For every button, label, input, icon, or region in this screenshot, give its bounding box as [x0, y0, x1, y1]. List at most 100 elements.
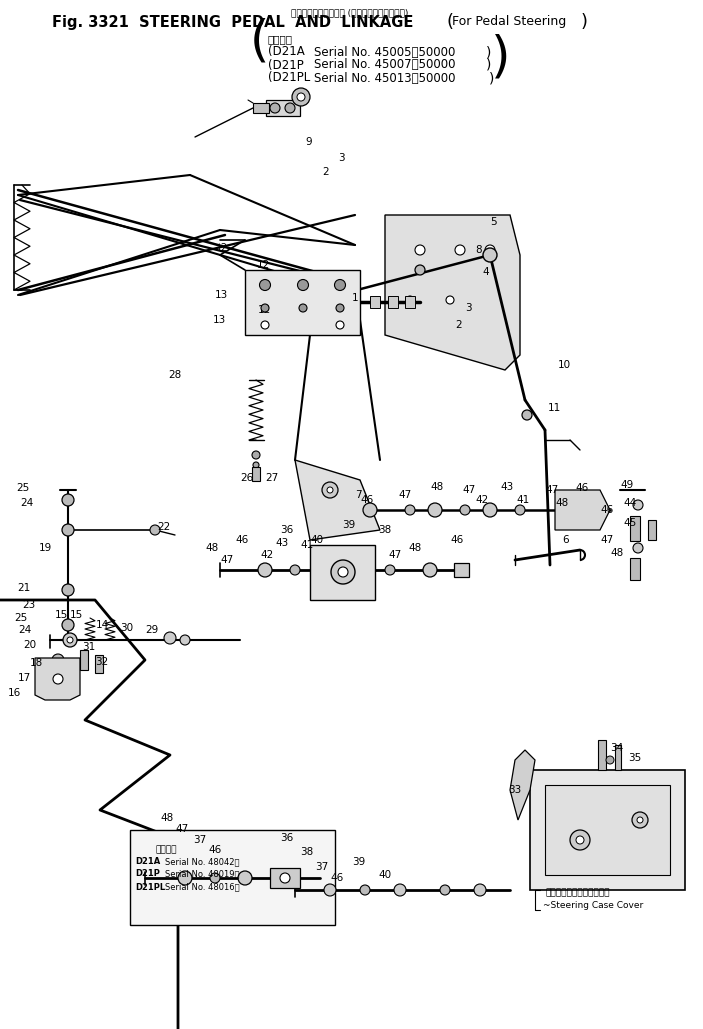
Text: 22: 22	[157, 522, 170, 532]
Circle shape	[210, 873, 220, 883]
Circle shape	[261, 321, 269, 329]
Circle shape	[522, 410, 532, 420]
Text: 30: 30	[120, 623, 133, 633]
Text: 適用号機: 適用号機	[155, 846, 176, 854]
Bar	[545, 785, 670, 875]
Text: 41: 41	[300, 540, 314, 549]
Text: ): )	[486, 58, 491, 72]
Text: (D21A: (D21A	[268, 45, 304, 59]
Text: 32: 32	[95, 657, 108, 667]
Polygon shape	[35, 658, 80, 700]
Text: 29: 29	[145, 625, 158, 635]
Circle shape	[150, 525, 160, 535]
Text: Serial No. 48016～: Serial No. 48016～	[165, 883, 240, 891]
Text: 13: 13	[213, 315, 226, 325]
Text: 47: 47	[545, 485, 558, 495]
Circle shape	[67, 637, 73, 643]
Text: 43: 43	[275, 538, 288, 548]
Bar	[405, 296, 415, 308]
Circle shape	[290, 565, 300, 575]
Text: 47: 47	[462, 485, 475, 495]
Text: 適用号機: 適用号機	[268, 34, 293, 44]
Text: 37: 37	[315, 862, 328, 872]
Bar	[388, 296, 398, 308]
Text: 3: 3	[338, 153, 344, 163]
Text: 38: 38	[300, 847, 314, 857]
Polygon shape	[385, 215, 520, 370]
Bar	[245, 270, 360, 335]
Text: 26: 26	[240, 473, 253, 483]
Circle shape	[324, 884, 336, 896]
Text: 24: 24	[18, 625, 31, 635]
Text: D21P: D21P	[135, 870, 160, 879]
Text: ステアリングケースカバー: ステアリングケースカバー	[545, 888, 610, 897]
Circle shape	[423, 563, 437, 577]
Bar	[370, 296, 380, 308]
Circle shape	[261, 304, 269, 312]
Text: 46: 46	[575, 483, 588, 493]
Text: 28: 28	[168, 370, 181, 380]
Circle shape	[53, 674, 63, 684]
Text: 12: 12	[257, 260, 270, 270]
Polygon shape	[295, 460, 380, 540]
Text: 39: 39	[342, 520, 355, 530]
Bar	[615, 745, 621, 770]
Circle shape	[455, 245, 465, 255]
Circle shape	[637, 817, 643, 823]
Text: 43: 43	[500, 482, 513, 492]
Text: 23: 23	[22, 600, 35, 610]
Bar	[530, 770, 685, 890]
Text: 35: 35	[628, 753, 641, 762]
Circle shape	[336, 321, 344, 329]
Text: Serial No. 45013～50000: Serial No. 45013～50000	[314, 71, 456, 84]
Bar	[130, 830, 335, 925]
Text: 47: 47	[398, 490, 411, 500]
Text: ): )	[489, 71, 494, 85]
Text: 16: 16	[8, 688, 21, 698]
Text: 38: 38	[378, 525, 392, 535]
Text: 21: 21	[17, 583, 30, 593]
Text: ): )	[581, 13, 588, 31]
Text: 39: 39	[352, 857, 366, 867]
Text: 15: 15	[70, 610, 83, 620]
Circle shape	[178, 871, 192, 885]
Circle shape	[440, 885, 450, 895]
Text: 12: 12	[258, 305, 271, 315]
Text: 13: 13	[215, 290, 228, 300]
Bar	[454, 563, 469, 577]
Text: 33: 33	[508, 785, 521, 795]
Bar	[253, 103, 269, 113]
Circle shape	[62, 619, 74, 631]
Text: 15: 15	[55, 610, 68, 620]
Text: 46: 46	[600, 505, 613, 514]
Text: 34: 34	[610, 743, 624, 753]
Circle shape	[331, 560, 355, 584]
Text: 5: 5	[490, 217, 496, 227]
Text: 40: 40	[310, 535, 323, 545]
Bar	[80, 650, 88, 670]
Text: 20: 20	[23, 640, 36, 650]
Circle shape	[285, 103, 295, 113]
Text: ): )	[491, 34, 510, 82]
Text: 36: 36	[280, 525, 293, 535]
Text: 47: 47	[220, 555, 233, 565]
Text: 9: 9	[305, 137, 311, 147]
Circle shape	[485, 245, 495, 255]
Bar	[630, 516, 640, 541]
Bar	[266, 100, 300, 116]
Text: For Pedal Steering: For Pedal Steering	[452, 15, 566, 29]
Text: 14: 14	[96, 620, 109, 630]
Text: 47: 47	[175, 824, 188, 833]
Text: Serial No. 48019～: Serial No. 48019～	[165, 870, 240, 879]
Text: 40: 40	[378, 870, 391, 880]
Bar	[252, 467, 260, 481]
Bar	[598, 740, 606, 770]
Circle shape	[164, 632, 176, 644]
Bar	[270, 868, 300, 888]
Bar	[648, 520, 656, 540]
Circle shape	[570, 830, 590, 850]
Circle shape	[180, 635, 190, 645]
Circle shape	[253, 462, 259, 468]
Text: (D21PL: (D21PL	[268, 71, 310, 84]
Circle shape	[336, 304, 344, 312]
